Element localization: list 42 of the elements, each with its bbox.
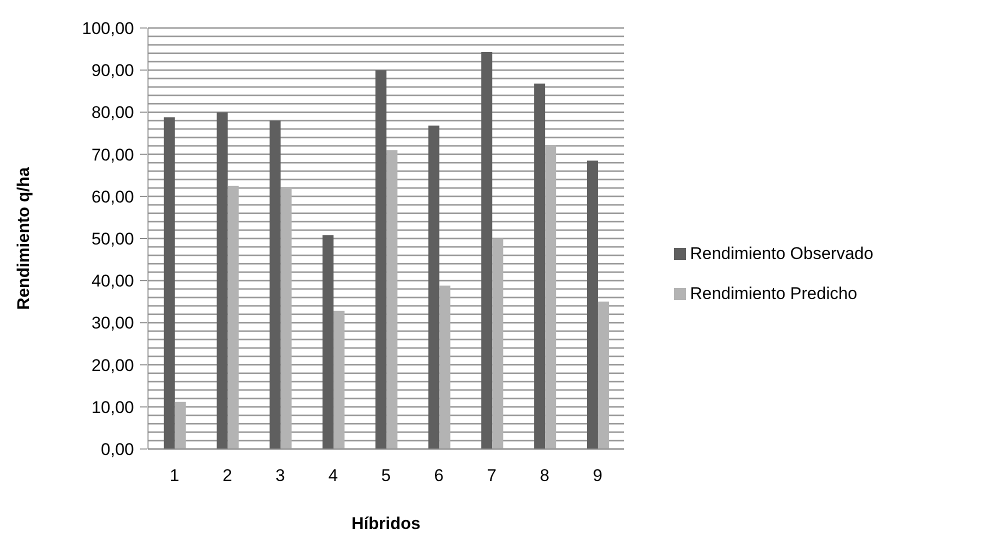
y-tick-label: 20,00	[91, 356, 134, 375]
y-tick-label: 60,00	[91, 187, 134, 206]
bar	[375, 70, 386, 449]
x-tick-label: 9	[592, 466, 602, 486]
bar	[280, 187, 292, 449]
bar	[586, 160, 598, 449]
y-tick-label: 70,00	[91, 145, 134, 164]
y-tick-label: 30,00	[91, 314, 134, 333]
y-tick-label: 0,00	[100, 440, 134, 459]
y-tick-label: 80,00	[91, 103, 134, 122]
x-tick-label: 6	[434, 466, 444, 486]
legend-label: Rendimiento Observado	[690, 244, 874, 262]
bar	[164, 117, 175, 449]
y-tick-label: 90,00	[91, 61, 134, 80]
x-axis-title: Híbridos	[352, 514, 420, 533]
y-tick-label: 10,00	[91, 398, 134, 417]
y-tick-label: 40,00	[91, 272, 134, 291]
bar	[322, 235, 334, 449]
bar	[481, 52, 492, 449]
bar	[428, 126, 440, 449]
bar	[598, 302, 609, 449]
bar	[545, 145, 556, 449]
bar	[439, 286, 450, 449]
bar	[174, 402, 186, 449]
x-tick-label: 8	[540, 466, 550, 486]
x-tick-label: 1	[170, 466, 180, 486]
y-tick-label: 100,00	[82, 19, 134, 38]
x-tick-label: 5	[381, 466, 391, 486]
bar	[492, 238, 504, 449]
bar	[386, 150, 398, 449]
bar	[534, 84, 546, 449]
x-tick-label: 3	[275, 466, 285, 486]
x-tick-label: 4	[328, 466, 338, 486]
legend-label: Rendimiento Predicho	[690, 284, 858, 302]
bar	[334, 310, 345, 449]
bar	[228, 186, 239, 449]
y-axis-title: Rendimiento q/ha	[14, 166, 34, 310]
x-tick-label: 7	[487, 466, 497, 486]
bar	[270, 120, 281, 449]
y-tick-label: 50,00	[91, 230, 134, 248]
bar	[216, 112, 228, 449]
x-tick-label: 2	[222, 466, 232, 486]
